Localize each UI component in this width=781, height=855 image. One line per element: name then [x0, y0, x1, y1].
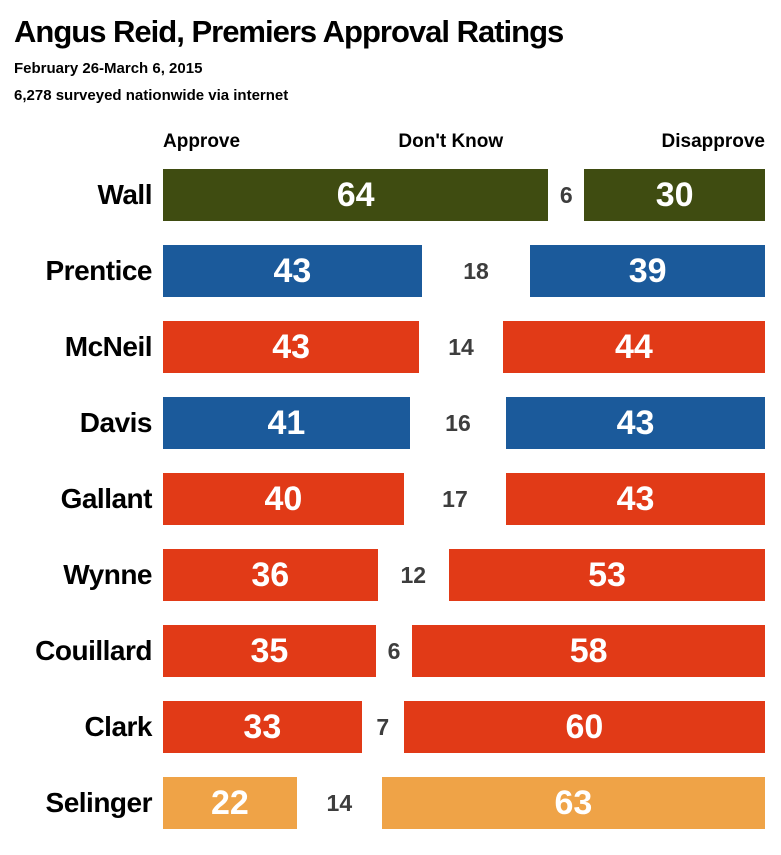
approve-bar: 22 [163, 777, 297, 829]
disapprove-bar: 39 [530, 245, 765, 297]
dont-know-column-header: Don't Know [398, 131, 504, 152]
column-headers: Approve Don't Know Disapprove [163, 131, 765, 153]
row-bars: 43 18 39 [163, 245, 765, 297]
premier-label: Selinger [45, 787, 153, 818]
disapprove-column-header: Disapprove [661, 131, 765, 152]
row-bars: 43 14 44 [163, 321, 765, 373]
disapprove-bar: 43 [506, 397, 765, 449]
chart-row: Gallant 40 17 43 [14, 473, 765, 525]
approve-bar: 41 [163, 397, 410, 449]
premier-label: Prentice [45, 255, 153, 286]
premier-label: McNeil [64, 331, 153, 362]
dont-know-gap: 14 [419, 321, 503, 373]
dont-know-gap: 14 [296, 777, 382, 829]
disapprove-bar: 60 [403, 701, 765, 753]
row-bars: 40 17 43 [163, 473, 765, 525]
approve-bar: 43 [163, 321, 420, 373]
row-bars: 64 6 30 [163, 169, 765, 221]
premier-label: Wall [97, 179, 152, 210]
approve-bar: 35 [163, 625, 376, 677]
disapprove-bar: 44 [502, 321, 765, 373]
dont-know-gap: 12 [377, 549, 450, 601]
dont-know-gap: 16 [409, 397, 507, 449]
chart-row: Prentice 43 18 39 [14, 245, 765, 297]
dont-know-gap: 6 [375, 625, 413, 677]
chart-row: Wall 64 6 30 [14, 169, 765, 221]
row-bars: 36 12 53 [163, 549, 765, 601]
disapprove-bar: 53 [449, 549, 765, 601]
chart-row: McNeil 43 14 44 [14, 321, 765, 373]
premier-label: Wynne [63, 559, 152, 590]
approve-bar: 36 [163, 549, 378, 601]
approve-bar: 33 [163, 701, 362, 753]
dont-know-gap: 17 [403, 473, 507, 525]
chart-row: Davis 41 16 43 [14, 397, 765, 449]
chart-row: Wynne 36 12 53 [14, 549, 765, 601]
chart-row: Selinger 22 14 63 [14, 777, 765, 829]
premier-label: Davis [79, 407, 153, 438]
approve-bar: 64 [163, 169, 549, 221]
approve-bar: 43 [163, 245, 422, 297]
disapprove-bar: 63 [381, 777, 765, 829]
chart-row: Clark 33 7 60 [14, 701, 765, 753]
premier-label: Gallant [60, 483, 153, 514]
disapprove-bar: 43 [506, 473, 765, 525]
row-bars: 22 14 63 [163, 777, 765, 829]
disapprove-bar: 58 [412, 625, 765, 677]
premier-label: Clark [84, 711, 152, 742]
chart-row: Couillard 35 6 58 [14, 625, 765, 677]
approve-bar: 40 [163, 473, 404, 525]
row-bars: 33 7 60 [163, 701, 765, 753]
row-bars: 35 6 58 [163, 625, 765, 677]
premier-label: Couillard [35, 635, 152, 666]
chart-subtitle: February 26-March 6, 2015 [14, 60, 203, 77]
disapprove-bar: 30 [584, 169, 765, 221]
approve-column-header: Approve [163, 131, 241, 152]
dont-know-gap: 7 [361, 701, 404, 753]
chart-title: Angus Reid, Premiers Approval Ratings [14, 14, 564, 49]
row-bars: 41 16 43 [163, 397, 765, 449]
dont-know-gap: 6 [548, 169, 585, 221]
survey-note: 6,278 surveyed nationwide via internet [14, 87, 289, 104]
dont-know-gap: 18 [421, 245, 531, 297]
chart-rows: Wall 64 6 30 Prentice 43 18 39 McNeil 43 14 44 Davis… [14, 169, 765, 829]
